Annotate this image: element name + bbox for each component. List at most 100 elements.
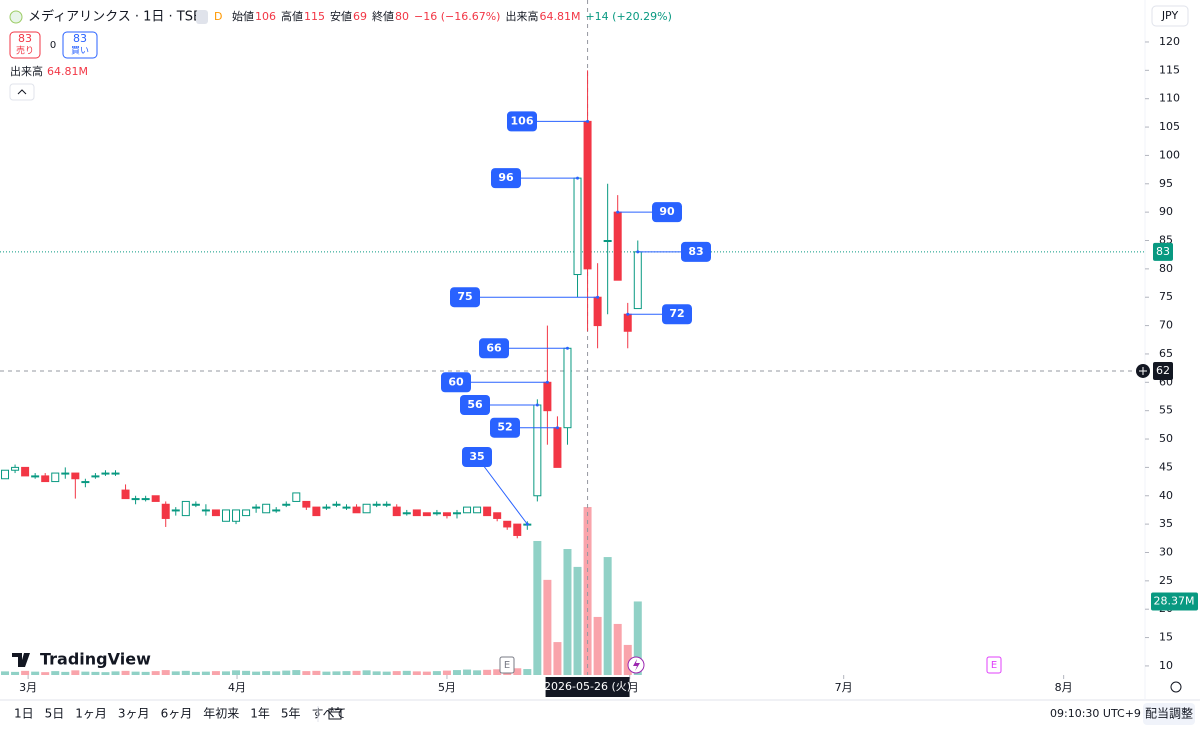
crosshair-price-label: 62 — [1156, 364, 1170, 377]
volume-bar — [221, 671, 230, 675]
volume-bar — [262, 671, 271, 675]
earnings-event[interactable] — [986, 656, 1002, 674]
candle-body — [302, 500, 311, 508]
symbol-icon — [9, 10, 23, 24]
annotation-box[interactable] — [460, 395, 490, 415]
volume-bar — [101, 672, 110, 675]
legend-value: 64.81M — [539, 10, 580, 23]
range-button[interactable]: 6ヶ月 — [161, 707, 193, 721]
volume-bar — [292, 670, 301, 675]
range-button[interactable]: 5日 — [45, 707, 65, 721]
annotation-box[interactable] — [507, 111, 537, 132]
candle-body — [372, 503, 381, 506]
sell-price: 83 — [18, 32, 32, 45]
crosshair-price-tag — [1153, 361, 1173, 380]
volume-bar — [513, 668, 522, 675]
volume-bar — [181, 670, 190, 675]
last-volume-tag — [1151, 592, 1198, 611]
buy-button[interactable] — [62, 31, 98, 59]
candle-body — [41, 475, 50, 483]
volume-bar — [31, 671, 40, 675]
volume-bar — [211, 671, 220, 675]
volume-bar — [272, 671, 281, 675]
volume-bar — [483, 669, 492, 675]
candle-body — [623, 313, 632, 332]
collapse-button[interactable] — [9, 83, 35, 101]
annotation-box[interactable] — [491, 168, 521, 189]
legend-label: 始値 — [232, 9, 254, 23]
change: −16 (−16.67%) — [414, 10, 500, 23]
candle-body — [463, 506, 472, 514]
buy-label: 買い — [71, 46, 89, 57]
y-tick-label: 90 — [1159, 205, 1173, 218]
candle-body — [81, 481, 90, 484]
volume-bar — [633, 601, 642, 675]
toolbar: 1日 5日 1ヶ月 3ヶ月 6ヶ月 年初来 1年 5年 すべて — [14, 707, 346, 721]
currency-button[interactable] — [1151, 5, 1189, 27]
candle-body — [11, 466, 20, 471]
settings-button[interactable] — [1170, 681, 1182, 693]
adjust-button[interactable] — [1143, 703, 1195, 725]
volume-bar — [161, 670, 170, 675]
annotation-box[interactable] — [450, 287, 480, 308]
candle-body — [262, 503, 271, 514]
candle-body — [543, 381, 552, 412]
collapse-icon — [17, 89, 27, 95]
range-button[interactable]: 1年 — [250, 707, 270, 721]
toggle[interactable] — [196, 10, 208, 24]
volume-bar — [171, 671, 180, 675]
candle-body — [432, 512, 441, 515]
crosshair-date-tag — [545, 677, 630, 697]
event-icon — [633, 659, 640, 671]
candle-body — [201, 509, 210, 512]
range-button[interactable]: 年初来 — [203, 707, 239, 721]
y-tick-label: 50 — [1159, 432, 1173, 445]
range-button[interactable]: 1日 — [14, 707, 34, 721]
annotation-point — [576, 176, 580, 180]
sell-button[interactable] — [9, 31, 41, 59]
range-button[interactable]: 5年 — [281, 707, 301, 721]
candle-body — [332, 503, 341, 506]
annotation-box[interactable] — [441, 372, 471, 393]
clock: 09:10:30 UTC+9 — [1050, 707, 1141, 720]
volume-bar — [392, 671, 401, 675]
plot: 1015202530354045505560657075808590951001… — [0, 0, 1198, 697]
candle-body — [593, 296, 602, 327]
annotation-label: 56 — [467, 398, 483, 411]
volume-bar — [382, 671, 391, 675]
volume-bar — [412, 671, 421, 675]
y-tick-label: 105 — [1159, 120, 1180, 133]
volume-bar — [573, 566, 582, 675]
x-tick-label: 3月 — [19, 681, 37, 694]
candle-body — [392, 506, 401, 517]
earnings-event[interactable] — [499, 656, 515, 674]
legend-value: 115 — [304, 10, 325, 23]
candle-body — [31, 475, 40, 478]
annotation-box[interactable] — [652, 202, 682, 223]
range-button[interactable]: 1ヶ月 — [75, 707, 107, 721]
range-button[interactable]: 3ヶ月 — [118, 707, 150, 721]
annotation-box[interactable] — [479, 338, 509, 359]
annotation-box[interactable] — [490, 417, 520, 438]
volume-bar — [51, 671, 60, 675]
candle-body — [1, 469, 10, 480]
annotation-box[interactable] — [462, 447, 492, 467]
volume-bar — [543, 579, 552, 675]
annotation-label: 35 — [469, 450, 484, 463]
legend: 始値 106 高値 115 安値 69 終値 80 −16 (−16.67%) 出来高 64.81M… — [232, 9, 672, 23]
annotation-box[interactable] — [662, 304, 692, 325]
y-tick-label: 25 — [1159, 574, 1173, 587]
volume-bar — [523, 669, 532, 675]
candle-body — [633, 251, 642, 310]
volume-bar — [613, 623, 622, 675]
volume-bar — [71, 670, 80, 675]
volume-bar — [352, 670, 361, 675]
y-tick-label: 95 — [1159, 177, 1173, 190]
annotation-point — [555, 426, 559, 430]
volume-bar — [21, 670, 30, 675]
candle-body — [131, 498, 140, 501]
volume-bar — [533, 540, 542, 675]
annotation-box[interactable] — [681, 241, 711, 262]
